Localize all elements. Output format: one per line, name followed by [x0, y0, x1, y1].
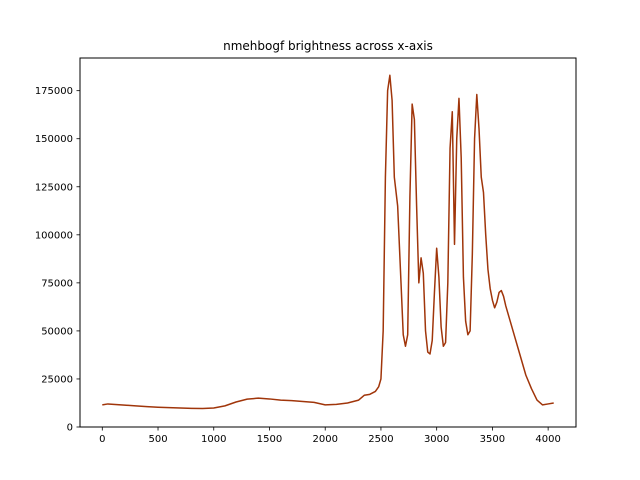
x-tick-label: 2500: [368, 434, 393, 445]
y-tick-label: 0: [67, 423, 73, 434]
plot-frame: [79, 57, 577, 428]
series-layer: [102, 74, 554, 410]
x-tick-label: 3000: [424, 434, 449, 445]
y-axis: 0 25000 50000 75000 100000 125000 150000 175000: [35, 86, 80, 434]
y-tick-label: 125000: [35, 182, 73, 193]
brightness-line: [102, 74, 554, 410]
x-tick-label: 4000: [535, 434, 560, 445]
plot-area: [80, 58, 576, 427]
x-tick-label: 0: [99, 434, 105, 445]
x-tick-label: 1500: [257, 434, 282, 445]
x-tick-label: 500: [148, 434, 167, 445]
x-tick-label: 1000: [201, 434, 226, 445]
y-tick-label: 75000: [41, 278, 73, 289]
y-tick-label: 25000: [41, 374, 73, 385]
x-tick-label: 3500: [480, 434, 505, 445]
x-axis: 0 500 1000 1500 2000 2500 3000 3500 4000: [99, 427, 561, 445]
x-tick-label: 2000: [312, 434, 337, 445]
y-tick-label: 175000: [35, 86, 73, 97]
y-tick-label: 50000: [41, 326, 73, 337]
chart-title: nmehbogf brightness across x-axis: [223, 39, 433, 53]
y-tick-label: 150000: [35, 134, 73, 145]
y-tick-label: 100000: [35, 230, 73, 241]
